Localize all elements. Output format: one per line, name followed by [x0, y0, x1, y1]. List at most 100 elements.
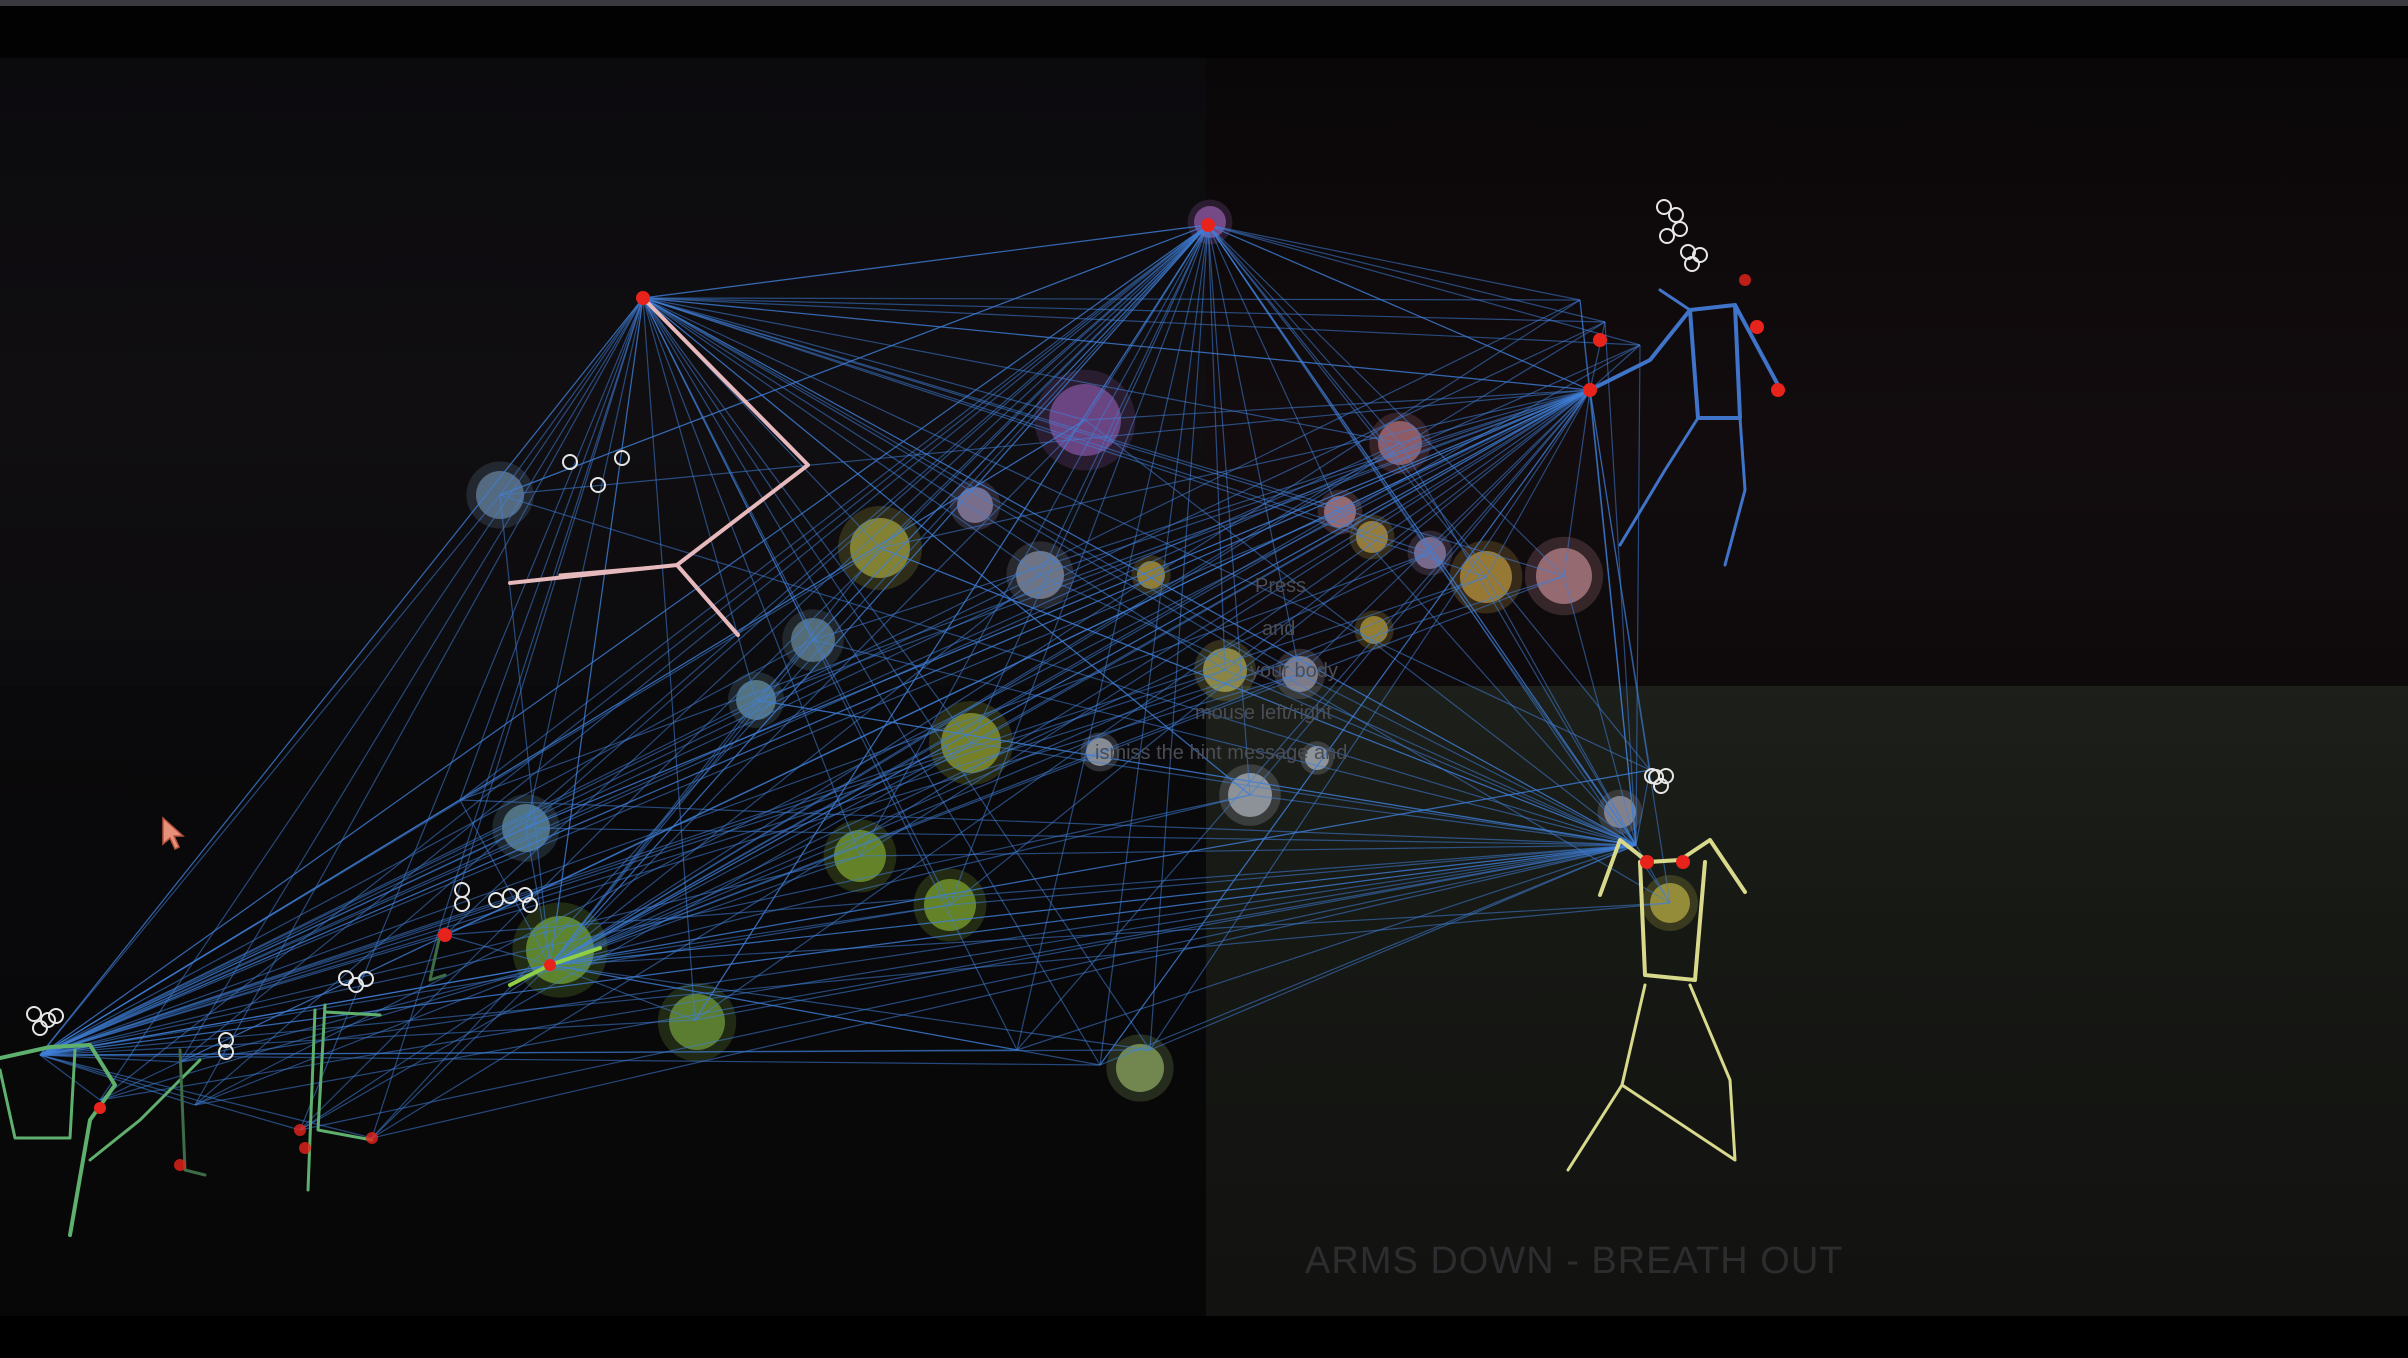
face-ring-icon [454, 882, 470, 898]
network-line [549, 299, 1581, 966]
network-line [99, 297, 644, 1101]
network-line [1149, 844, 1637, 1051]
top-bar [0, 0, 2408, 6]
keypoint-dot [1593, 333, 1607, 347]
network-line [39, 1054, 196, 1106]
face-ring-icon [1672, 221, 1688, 237]
skeleton-top-right [1658, 288, 1692, 312]
network-line [39, 673, 1301, 1056]
network-line [99, 224, 1209, 1101]
keypoint-dot [1640, 855, 1654, 869]
network-line [1399, 389, 1591, 444]
network-line [1149, 389, 1591, 1051]
network-line [642, 297, 1101, 1066]
network-line [39, 574, 1041, 1056]
network-line [1485, 576, 1637, 846]
keypoint-dot [299, 1142, 311, 1154]
network-line [39, 494, 501, 1056]
network-line [525, 224, 1209, 829]
network-line [1039, 574, 1637, 846]
skeleton-bottom-right [1638, 860, 1707, 982]
face-ring-icon [32, 1020, 48, 1036]
network-line [859, 224, 1209, 857]
network-line [549, 576, 1487, 966]
network-line [39, 639, 814, 1056]
face-ring-icon [1653, 778, 1669, 794]
face-ring-icon [502, 888, 518, 904]
face-ring-icon [488, 892, 504, 908]
network-line [179, 844, 1637, 1063]
network-line [949, 844, 1637, 906]
network-line [642, 224, 1209, 299]
network-line [642, 297, 1018, 1051]
face-ring-icon [1659, 228, 1675, 244]
skeleton-bottom-left [323, 1010, 382, 1017]
network-line [1207, 224, 1226, 671]
face-ring-icon [1692, 247, 1708, 263]
network-line [1429, 389, 1591, 554]
face-ring-icon [26, 1006, 42, 1022]
network-line [549, 669, 1226, 966]
network-line [642, 297, 1591, 391]
skeleton-bottom-left [0, 1048, 77, 1140]
network-line [39, 855, 861, 1056]
keypoint-layer [94, 218, 1785, 1171]
network-line [642, 297, 951, 906]
network-line [549, 547, 881, 966]
network-line [812, 389, 1591, 641]
network-line [1099, 844, 1637, 1066]
skeleton-top-right [1688, 303, 1742, 420]
network-line [642, 297, 1637, 846]
network-line [459, 799, 1637, 846]
face-ring-icon [590, 477, 606, 493]
glow-orb [669, 994, 725, 1050]
face-ring-icon [1668, 207, 1684, 223]
skeleton-bottom-right [1566, 983, 1647, 1172]
network-line [859, 389, 1591, 857]
network-line [1249, 794, 1637, 846]
network-line [39, 575, 1565, 1056]
keypoint-dot [1676, 855, 1690, 869]
cursor-icon [162, 816, 185, 851]
network-line [39, 794, 1251, 1056]
network-line [499, 297, 644, 496]
skeleton-top-right [1618, 416, 1700, 547]
network-line [694, 224, 1209, 1021]
network-line [549, 297, 644, 966]
network-line [39, 1019, 696, 1056]
network-line [549, 552, 1431, 966]
face-ring-icon [1648, 769, 1664, 785]
network-line [39, 297, 644, 1056]
keypoint-dot [174, 1159, 186, 1171]
network-line [39, 1054, 373, 1139]
keypoint-dot [294, 1124, 306, 1136]
network-line [444, 934, 551, 966]
keypoint-dot [94, 1102, 106, 1114]
network-line [1207, 224, 1606, 323]
network-line [1207, 224, 1301, 675]
network-line [299, 844, 1637, 1131]
network-line [949, 224, 1209, 906]
network-line [194, 297, 644, 1106]
network-line [549, 699, 757, 966]
face-ring-icon [1684, 256, 1700, 272]
network-line [1207, 224, 1581, 301]
network-line [299, 224, 1209, 1131]
face-ring-icon [358, 971, 374, 987]
network-line [1485, 389, 1591, 578]
network-line [39, 669, 1226, 1056]
network-line [499, 389, 1591, 496]
face-ring-icon [1658, 768, 1674, 784]
network-line [194, 844, 1637, 1106]
network-line [1207, 224, 1487, 578]
network-line [1207, 224, 1591, 391]
network-line [39, 552, 1431, 1056]
network-line [549, 673, 1301, 966]
network-line [1207, 224, 1251, 796]
network-line [1099, 224, 1209, 1066]
network-line [642, 297, 696, 1021]
bottom-bar [0, 1316, 2408, 1358]
network-line [39, 769, 1651, 1056]
